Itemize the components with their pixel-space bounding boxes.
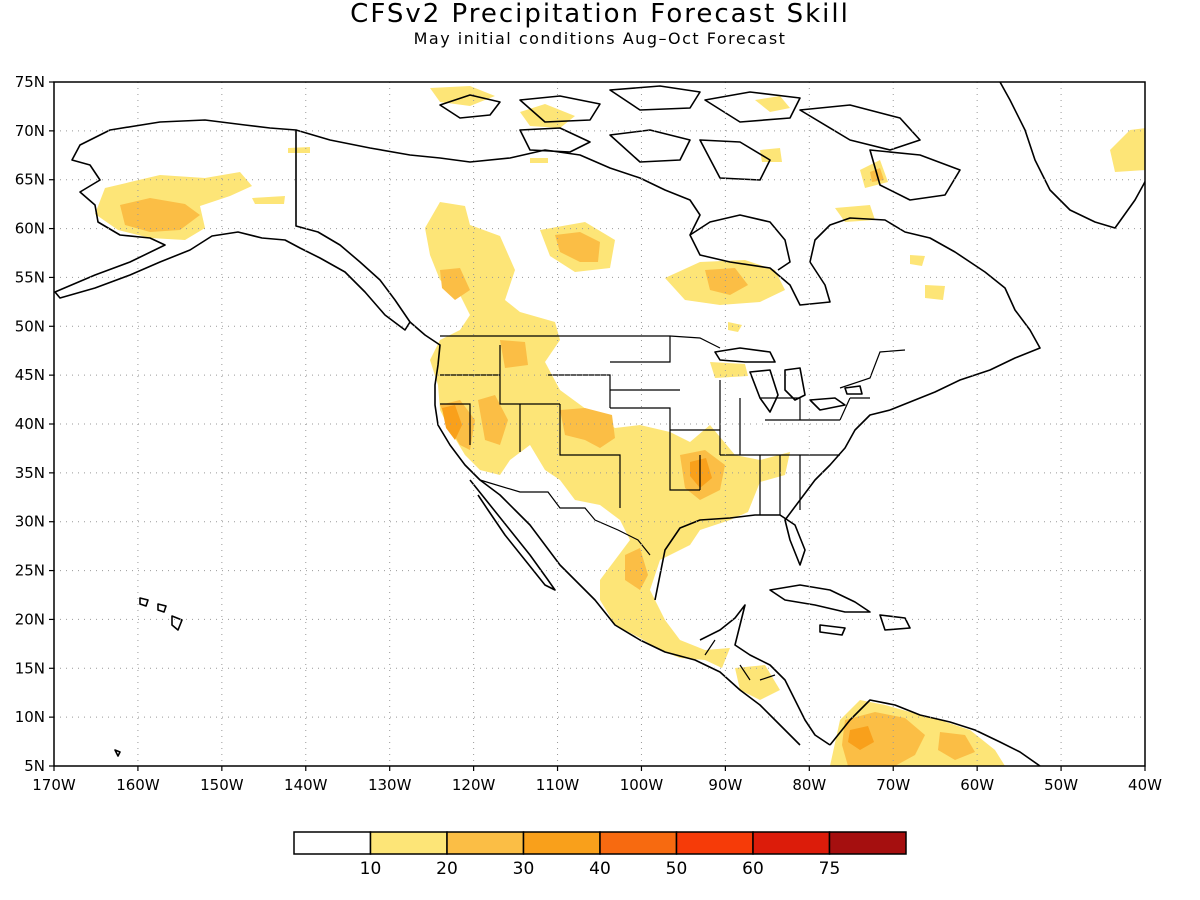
lat-tick-label: 35N [15,464,45,482]
lon-tick-label: 60W [960,776,994,794]
colorbar-label: 30 [513,859,535,879]
lon-tick-label: 170W [32,776,76,794]
lat-tick-label: 25N [15,562,45,580]
lon-tick-label: 110W [536,776,580,794]
political-borders [440,335,906,681]
colorbar-label: 10 [360,859,382,879]
lat-tick-label: 10N [15,708,45,726]
colorbar-label: 40 [589,859,611,879]
colorbar-swatch [446,831,525,855]
lat-tick-label: 75N [15,73,45,91]
lat-tick-label: 55N [15,268,45,286]
lat-tick-label: 60N [15,220,45,238]
lat-tick-label: 15N [15,659,45,677]
alaska-coast [54,119,411,331]
lat-tick-label: 30N [15,513,45,531]
lon-tick-label: 50W [1044,776,1078,794]
lon-tick-label: 140W [284,776,328,794]
map-title: CFSv2 Precipitation Forecast Skill [350,0,850,29]
great-lakes [714,347,863,413]
gulf-coast [654,409,891,601]
colorbar-swatch [675,831,754,855]
lat-tick-label: 40N [15,415,45,433]
map-subtitle: May initial conditions Aug–Oct Forecast [413,29,787,48]
lon-tick-label: 90W [708,776,742,794]
colorbar-swatch [522,831,601,855]
coastlines [54,82,1145,766]
cuba [769,584,871,613]
axis-ticks: 75N 70N 65N 60N 55N 50N 45N 40N 35N 30N 25N 20N 15N 1… [15,73,1162,794]
greenland-coast [999,82,1145,229]
lon-tick-label: 120W [452,776,496,794]
colorbar-label: 50 [666,859,688,879]
colorbar: 10 20 30 40 50 60 75 [293,831,907,879]
colorbar-swatch [293,831,372,855]
colorbar-label: 20 [436,859,458,879]
lon-tick-label: 150W [200,776,244,794]
colorbar-swatch [599,831,678,855]
lon-tick-label: 40W [1128,776,1162,794]
colorbar-swatch [752,831,831,855]
us-mexico-border [479,479,651,556]
baja-coast [469,479,556,591]
lon-tick-label: 160W [116,776,160,794]
lon-tick-label: 70W [876,776,910,794]
colorbar-label: 75 [819,859,841,879]
central-america-coast [699,604,831,746]
lat-tick-label: 70N [15,122,45,140]
skill-level-3-regions [442,405,874,750]
colorbar-label: 60 [742,859,764,879]
hawaii [114,597,183,757]
lon-tick-label: 130W [368,776,412,794]
canada-coast [295,129,1041,411]
gridlines [54,82,1145,766]
lat-tick-label: 20N [15,610,45,628]
skill-level-1-regions [95,86,1145,766]
lon-tick-label: 100W [620,776,664,794]
lat-tick-label: 5N [24,757,45,775]
colorbar-swatch [828,831,907,855]
south-america-coast [829,699,1041,766]
pacific-coast [409,321,801,746]
lat-tick-label: 45N [15,366,45,384]
skill-shading [95,86,1145,766]
us-canada-border [440,335,906,399]
lon-tick-label: 80W [792,776,826,794]
colorbar-swatch [369,831,448,855]
lat-tick-label: 50N [15,317,45,335]
hudson-bay [689,214,791,271]
lat-tick-label: 65N [15,171,45,189]
